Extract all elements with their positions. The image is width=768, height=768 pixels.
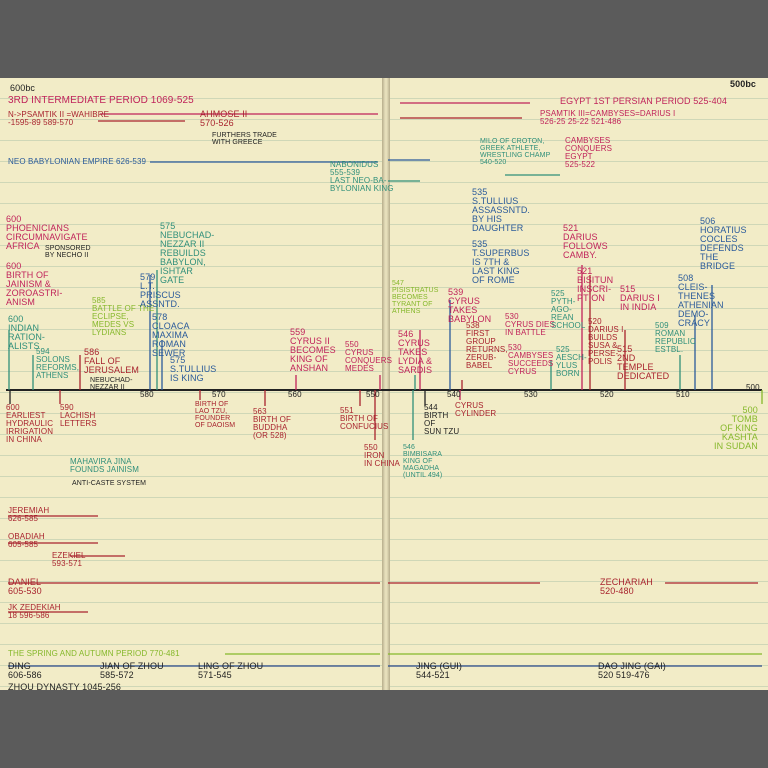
tick-520: 520	[600, 390, 614, 399]
event-cloaca-maxima: 578 CLOACA MAXIMA ROMAN SEWER	[152, 312, 190, 358]
event-first-group-returns: 538 FIRST GROUP RETURNS, ZERUB- BABEL	[466, 321, 508, 370]
prophet-obadiah: OBADIAH 605-585	[8, 532, 45, 549]
milo-of-croton: MILO OF CROTON, GREEK ATHLETE, WRESTLING…	[480, 138, 551, 166]
event-tomb-of-kashta: 500 TOMB OF KING KASHTA IN SUDAN	[714, 405, 758, 451]
event-solons-reforms: 594 SOLONS REFORMS, ATHENS	[36, 347, 80, 380]
event-anti-caste: ANTI-CASTE SYSTEM	[72, 480, 147, 487]
event-lao-tzu: BIRTH OF LAO TZU, FOUNDER OF DAOISM	[195, 401, 236, 429]
prophet-jeremiah: JEREMIAH 626-585	[8, 506, 50, 523]
event-bimbisara: 546 BIMBISARA KING OF MAGADHA (UNTIL 494…	[403, 444, 443, 479]
event-cyrus-dies: 530 CYRUS DIES IN BATTLE	[505, 312, 555, 337]
tick-510: 510	[676, 390, 690, 399]
event-darius-builds-susa: 520 DARIUS I BUILDS SUSA & PERSE- POLIS	[588, 317, 624, 366]
event-tullius-assassinated: 535 S.TULLIUS ASSASSNTD. BY HIS DAUGHTER	[472, 187, 531, 233]
event-fall-of-jerusalem: 586 FALL OF JERUSALEM	[84, 347, 139, 375]
tick-570: 570	[212, 390, 226, 399]
event-servius-tullius-king: 575 S.TULLIUS IS KING	[170, 355, 217, 383]
king-dao-jing-gai: DAO JING (GAI) 520 519-476	[598, 661, 666, 680]
event-birth-of-confucius: 551 BIRTH OF CONFUCIUS	[340, 406, 389, 431]
event-second-temple: 515 2ND TEMPLE DEDICATED	[617, 344, 670, 381]
prophet-zechariah: ZECHARIAH 520-480	[600, 577, 653, 596]
prophet-ezekiel: EZEKIEL 593-571	[52, 551, 86, 568]
event-tarquinius-superbus: 535 T.SUPERBUS IS 7TH & LAST KING OF ROM…	[472, 239, 530, 285]
ahmose-ii: AHMOSE II 570-526	[200, 109, 248, 128]
egypt-first-persian-period: EGYPT 1ST PERSIAN PERIOD 525-404	[560, 96, 727, 106]
event-phoenicians-note: SPONSORED BY NECHO II	[45, 245, 91, 259]
king-zedekiah: JK ZEDEKIAH 18 596-586	[8, 603, 61, 620]
event-cyrus-ii-anshan: 559 CYRUS II BECOMES KING OF ANSHAN	[290, 327, 336, 373]
event-pythagorean-school: 525 PYTH- AGO- REAN SCHOOL	[551, 289, 586, 330]
event-jainism-zoroastrianism: 600 BIRTH OF JAINISM & ZOROASTRI- ANISM	[6, 261, 63, 307]
tick-540: 540	[447, 390, 461, 399]
prophet-daniel: DANIEL 605-530	[8, 577, 42, 596]
event-nebuchadnezzar-babylon: 575 NEBUCHAD- NEZZAR II REBUILDS BABYLON…	[160, 221, 215, 285]
event-cyrus-conquers-medes: 550 CYRUS CONQUERS MEDES	[345, 340, 393, 373]
event-cleisthenes-democracy: 508 CLEIS- THENES ATHENIAN DEMO- CRACY	[678, 273, 724, 328]
king-jing-gui: JING (GUI) 544-521	[416, 661, 462, 680]
event-iron-in-china: 550 IRON IN CHINA	[364, 443, 400, 468]
event-darius-in-india: 515 DARIUS I IN INDIA	[620, 284, 660, 312]
event-darius-follows-cambyses: 521 DARIUS FOLLOWS CAMBY.	[563, 223, 608, 260]
tick-560: 560	[288, 390, 302, 399]
event-phoenicians: 600 PHOENICIANS CIRCUMNAVIGATE AFRICA	[6, 214, 88, 251]
left-notebook-page	[0, 78, 386, 690]
spring-autumn-period: THE SPRING AND AUTUMN PERIOD 770-481	[8, 649, 180, 658]
event-birth-sun-tzu: 544 BIRTH OF SUN TZU	[424, 403, 460, 436]
event-mahavira-jina: MAHAVIRA JINA FOUNDS JAINISM	[70, 457, 139, 474]
event-pisistratus-tyrant: 547 PISISTRATUS BECOMES TYRANT OF ATHENS	[392, 280, 439, 315]
psamtik-cambyses-darius: PSAMTIK III=CAMBYSES=DARIUS I 526-25 25-…	[540, 109, 676, 126]
corner-500bc: 500bc	[730, 79, 757, 89]
tick-550: 550	[366, 390, 380, 399]
tick-530: 530	[524, 390, 538, 399]
tick-500: 500	[746, 383, 760, 392]
king-jian-of-zhou: JIAN OF ZHOU 585-572	[100, 661, 164, 680]
corner-600bc: 600bc	[10, 83, 36, 93]
event-horatius-cocles: 506 HORATIUS COCLES DEFENDS THE BRIDGE	[700, 216, 747, 271]
event-cyrus-cylinder: CYRUS CYLINDER	[455, 401, 497, 418]
king-ling-of-zhou: LING OF ZHOU 571-545	[198, 661, 264, 680]
event-hydraulic-irrigation: 600 EARLIEST HYDRAULIC IRRIGATION IN CHI…	[6, 403, 54, 444]
event-birth-of-buddha: 563 BIRTH OF BUDDHA (OR 528)	[253, 407, 291, 440]
tick-580: 580	[140, 390, 154, 399]
third-intermediate-period: 3RD INTERMEDIATE PERIOD 1069-525	[8, 95, 194, 106]
ahmose-note: FURTHERS TRADE WITH GREECE	[212, 132, 277, 146]
zhou-dynasty: ZHOU DYNASTY 1045-256	[8, 682, 121, 692]
event-battle-of-eclipse: 585 BATTLE OF THE ECLIPSE, MEDES VS LYDI…	[92, 296, 155, 337]
king-ding: DING 606-586	[8, 661, 42, 680]
event-aeschylus-born: 525 AESCH- YLUS BORN	[556, 345, 587, 378]
cambyses-conquers-egypt: CAMBYSES CONQUERS EGYPT 525-522	[565, 136, 613, 169]
neo-babylonian-empire: NEO BABYLONIAN EMPIRE 626-539	[8, 157, 147, 166]
event-roman-republic: 509 ROMAN REPUBLIC ESTBL.	[655, 321, 696, 354]
event-cambyses-succeeds: 530 CAMBYSES SUCCEEDS CYRUS	[508, 343, 554, 376]
event-jerusalem-note: NEBUCHAD- NEZZAR II	[90, 377, 133, 391]
event-priscus-assassinated: 579 L.T. PRISCUS ASSNTD.	[140, 272, 181, 309]
psamtik-ii-wahibre: N->PSAMTIK II =WAHIBRE -1595-89 589-570	[8, 110, 110, 127]
event-indian-rationalists: 600 INDIAN RATION- ALISTS	[8, 314, 46, 351]
notebook-gutter	[382, 78, 390, 690]
event-lachish-letters: 590 LACHISH LETTERS	[60, 403, 97, 428]
event-cyrus-takes-babylon: 539 CYRUS TAKES BABYLON	[448, 287, 492, 324]
nabonidus: NABONIDUS 555-539 LAST NEO-BA- BYLONIAN …	[330, 160, 394, 193]
event-bisitun-inscription: 521 BISITUN INSCRI- PTION	[577, 266, 614, 303]
event-cyrus-takes-lydia: 546 CYRUS TAKES LYDIA & SARDIS	[398, 329, 433, 375]
